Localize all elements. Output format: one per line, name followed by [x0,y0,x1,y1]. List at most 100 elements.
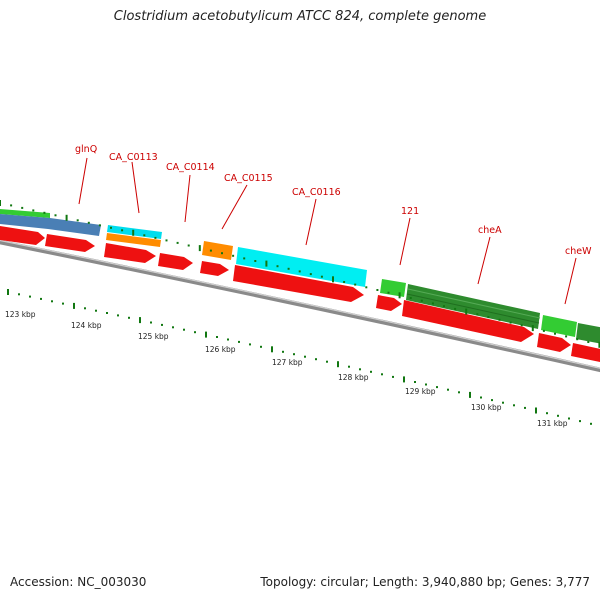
minor-tick [110,226,112,229]
major-tick [398,292,401,299]
minor-tick [29,295,31,298]
minor-tick [546,412,548,415]
minor-tick [387,291,390,294]
callout-line-ca-c0115 [221,184,248,230]
minor-tick [476,313,479,316]
minor-tick [576,338,579,341]
minor-tick [183,328,185,331]
minor-tick [227,338,229,341]
minor-tick [565,335,568,338]
minor-tick [128,316,130,319]
minor-tick [320,275,323,278]
cds-arrow [158,253,193,270]
upper-tick-ruler [0,200,600,348]
major-tick [65,214,68,221]
minor-tick [381,373,383,376]
feature-bar-ca-c0113-cyan [107,225,162,239]
minor-tick [276,265,279,268]
cds-arrow [376,295,402,311]
minor-tick [282,350,284,353]
feature-bar-chea [406,284,540,329]
feature-bar-ca-c0113-orange [106,233,161,247]
major-tick [139,317,141,324]
callout-line-ca-c0114 [184,174,191,223]
feature-bar-ca-c0116 [236,247,367,287]
major-tick [535,407,537,414]
minor-tick [18,293,20,296]
minor-tick [172,326,174,329]
minor-tick [40,297,42,300]
gene-label-ca-c0115: CA_C0115 [224,173,273,184]
minor-tick [143,234,146,237]
cds-arrow [537,333,571,352]
major-tick [403,376,405,383]
minor-tick [587,341,590,343]
minor-tick [579,420,581,423]
minor-tick [232,254,235,257]
minor-tick [409,297,412,299]
minor-tick [243,257,246,260]
feature-bar-glnq [0,214,101,236]
kbp-label: 125 kbp [138,332,169,341]
minor-tick [98,224,101,227]
minor-tick [315,358,317,361]
kbp-label: 126 kbp [205,345,236,354]
major-tick [0,200,1,206]
minor-tick [392,375,394,378]
callout-line-ca-c0116 [305,198,317,246]
genome-backbone [0,239,600,373]
major-tick [271,346,273,353]
minor-tick [76,219,79,222]
minor-tick [238,340,240,343]
kbp-label: 124 kbp [71,321,102,330]
gene-label-chea: cheA [478,225,502,236]
major-tick [265,260,268,267]
minor-tick [420,299,423,302]
minor-tick [287,267,290,270]
major-tick [332,276,334,283]
callout-line-ca-c0113 [131,161,140,214]
map-title: Clostridium acetobutylicum ATCC 824, com… [113,9,487,24]
minor-tick [524,406,526,409]
accession-text: Accession: NC_003030 [10,575,147,589]
gene-label-121: 121 [401,206,419,217]
minor-tick [425,383,427,386]
minor-tick [542,329,545,332]
gene-label-chew: cheW [565,246,592,257]
minor-tick [10,204,13,207]
minor-tick [502,401,504,404]
minor-tick [117,314,119,317]
minor-tick [436,386,438,389]
minor-tick [509,321,512,324]
kbp-label: 128 kbp [338,373,369,382]
minor-tick [154,236,157,239]
cds-arrow [233,265,364,302]
major-tick [132,229,135,236]
minor-tick [414,381,416,383]
minor-tick [121,229,124,232]
minor-tick [487,316,490,319]
minor-tick [161,323,163,326]
callout-line-glnq [78,157,88,205]
cds-arrow [571,343,600,362]
minor-tick [249,343,251,346]
minor-tick [443,305,445,308]
lower-tick-ruler [7,289,592,425]
major-tick [598,341,600,348]
kbp-label: 130 kbp [471,403,502,412]
major-tick [205,331,207,338]
cds-arrow [45,234,95,252]
minor-tick [590,422,592,425]
major-tick [198,245,201,252]
minor-tick [187,244,190,247]
minor-tick [359,368,361,371]
minor-tick [365,286,368,289]
minor-tick [326,360,328,363]
minor-tick [304,355,306,358]
minor-tick [62,302,64,305]
callout-line-chea [477,236,491,285]
minor-tick [221,252,223,255]
minor-tick [176,241,179,244]
minor-tick [165,239,168,242]
